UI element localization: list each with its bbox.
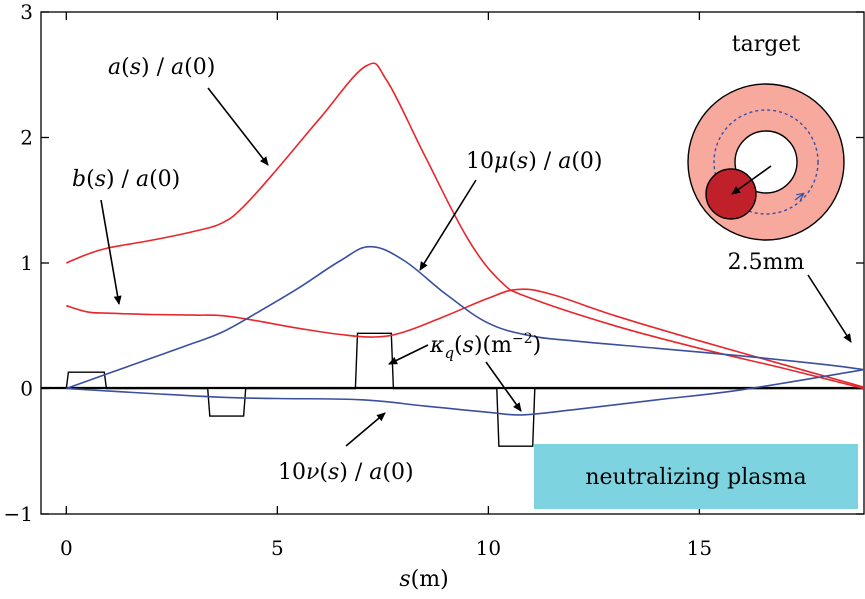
kappa-arrow-right [485,361,522,412]
kappa-label: κq(s)(m−2) [429,331,541,362]
target-spot [705,168,757,220]
b-arrow [100,199,122,305]
nu-arrow [345,412,386,447]
x-tick-label: 5 [271,536,284,560]
x-tick-labels: 0 5 10 15 [60,536,712,560]
target-orbit [713,109,819,215]
spot-arrow [731,165,772,195]
x-tick-label: 0 [60,536,73,560]
a-label: a(s) / a(0) [108,55,215,80]
mu-label: 10μ(s) / a(0) [466,149,602,174]
series-layer [65,62,864,447]
target-label: target [732,32,801,57]
x-tick-label: 15 [687,536,712,560]
y-tick-label: 1 [20,251,33,275]
series-mu [66,245,864,390]
spot-size-arrow [807,274,852,343]
nu-label: 10ν(s) / a(0) [278,460,414,485]
b-label: b(s) / a(0) [72,167,180,192]
kappa-arrow-left [388,344,429,365]
series-a [65,62,864,390]
neutralizing-plasma-box [534,444,858,509]
y-tick-label: 2 [20,126,33,150]
y-tick-label: −1 [4,502,33,526]
y-tick-labels: −1 0 1 2 3 [4,0,33,526]
series-kappa-q [65,332,864,447]
orbit-arrow [794,194,803,200]
mu-arrow [419,179,477,271]
x-axis-label: s(m) [399,567,448,592]
series-b [66,288,864,388]
y-tick-label: 3 [20,0,33,24]
spot-label: 2.5mm [728,250,805,275]
x-tick-label: 10 [476,536,501,560]
y-tick-label: 0 [20,377,33,401]
plasma-label: neutralizing plasma [585,465,806,490]
a-arrow [207,87,269,166]
series-nu [66,368,864,416]
